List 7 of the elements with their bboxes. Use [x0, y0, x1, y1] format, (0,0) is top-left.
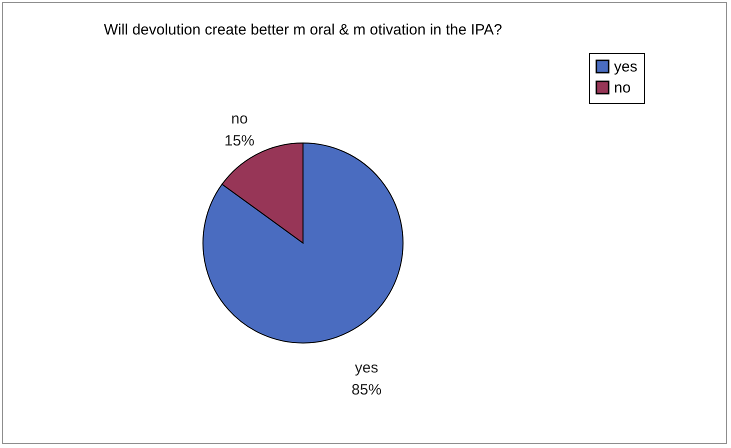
chart-title: Will devolution create better m oral & m otivation in the IPA? — [104, 22, 502, 38]
data-label: 85% — [352, 382, 382, 399]
slice-label: yes — [354, 360, 378, 377]
data-label: 15% — [224, 132, 254, 150]
slice-label: no — [231, 110, 248, 128]
legend-label: yes — [614, 58, 638, 76]
legend-label: no — [614, 80, 631, 96]
